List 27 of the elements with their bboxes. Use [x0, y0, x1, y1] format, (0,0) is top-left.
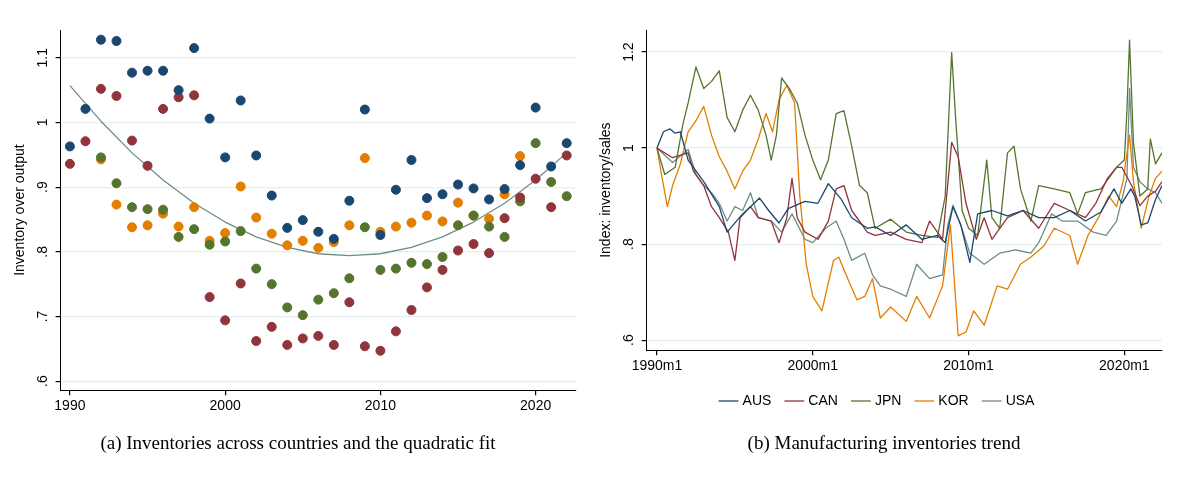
y-tick-label: .8 — [33, 245, 50, 258]
y-tick-label: .6 — [33, 375, 50, 387]
y-axis-title: Inventory over output — [11, 144, 28, 276]
x-tick-label: 2010 — [364, 397, 397, 414]
legend-label: JPN — [874, 391, 902, 408]
x-tick-label: 1990 — [54, 397, 86, 414]
y-tick-label: .7 — [33, 310, 50, 323]
x-tick-label: 2000 — [209, 397, 241, 414]
y-tick-label: .8 — [619, 238, 636, 250]
legend-label: AUS — [742, 391, 772, 408]
text: (b) Manufacturing inventories trend — [746, 432, 1022, 454]
text: (a) Inventories across countries and the quadratic fit — [99, 432, 497, 454]
x-tick-label: 2000m1 — [787, 357, 839, 374]
legend-label: KOR — [938, 391, 969, 408]
x-tick-label: 2020 — [520, 397, 552, 414]
x-tick-label: 2020m1 — [1099, 357, 1150, 374]
legend-label: USA — [1005, 391, 1036, 408]
y-tick-label: 1 — [33, 118, 50, 127]
x-tick-label: 2010m1 — [943, 357, 995, 374]
y-tick-label: .9 — [33, 181, 50, 193]
y-tick-label: 1.2 — [619, 42, 636, 62]
y-tick-label: .6 — [619, 334, 636, 346]
legend-label: CAN — [808, 391, 838, 408]
y-axis-title: Index: inventory/sales — [597, 122, 614, 258]
y-tick-label: 1.1 — [33, 47, 50, 68]
x-tick-label: 1990m1 — [631, 357, 683, 374]
y-tick-label: 1 — [619, 143, 636, 152]
